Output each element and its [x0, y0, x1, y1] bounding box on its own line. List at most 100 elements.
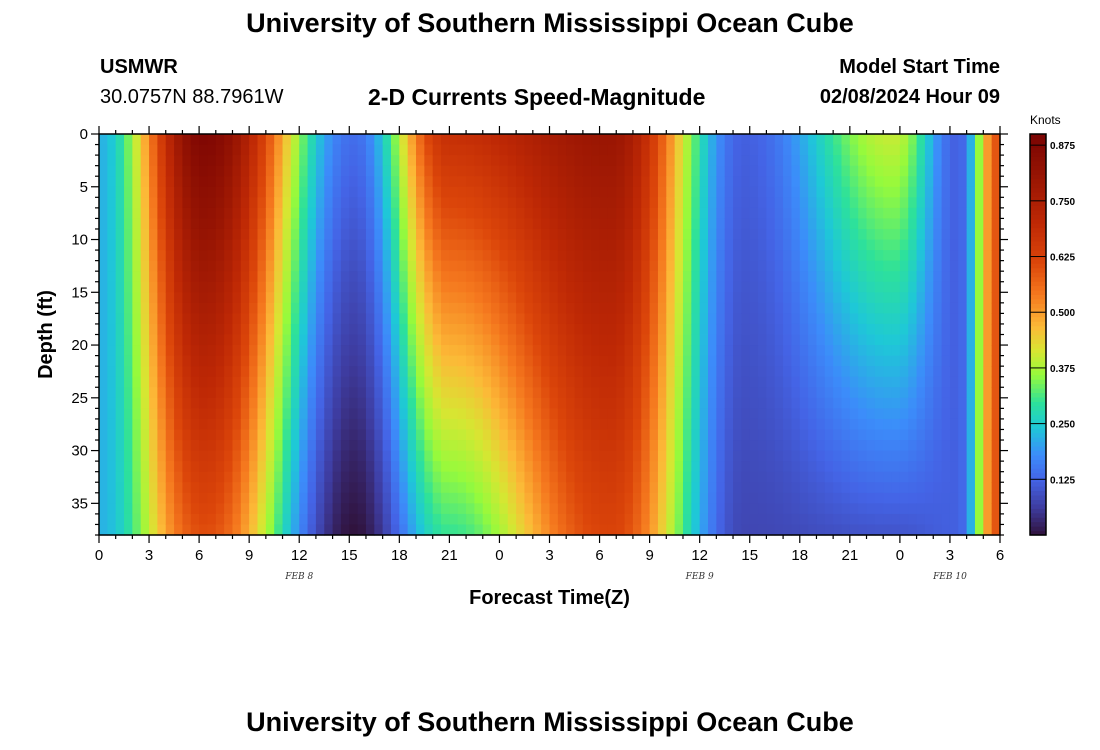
- heatmap-cell: [574, 503, 584, 515]
- heatmap-cell: [733, 471, 742, 483]
- heatmap-cell: [666, 387, 676, 399]
- heatmap-cell: [324, 376, 334, 388]
- heatmap-cell: [307, 260, 317, 272]
- heatmap-cell: [949, 292, 959, 304]
- heatmap-cell: [607, 155, 617, 167]
- heatmap-cell: [115, 292, 125, 304]
- heatmap-cell: [991, 397, 1001, 409]
- x-tick-label: 9: [645, 547, 653, 564]
- heatmap-cell: [908, 218, 918, 230]
- heatmap-cell: [958, 334, 968, 346]
- y-tick-label: 5: [80, 179, 88, 196]
- heatmap-cell: [966, 376, 976, 388]
- heatmap-cell: [849, 292, 859, 304]
- heatmap-cell: [524, 207, 534, 220]
- heatmap-cell: [174, 503, 184, 515]
- heatmap-cell: [240, 366, 250, 378]
- heatmap-cell: [282, 239, 292, 251]
- heatmap-cell: [966, 440, 976, 452]
- heatmap-cell: [249, 450, 259, 462]
- heatmap-cell: [474, 323, 484, 336]
- heatmap-cell: [315, 155, 325, 167]
- heatmap-cell: [674, 260, 684, 272]
- heatmap-cell: [432, 218, 442, 230]
- heatmap-cell: [374, 228, 384, 241]
- heatmap-cell: [174, 313, 184, 325]
- heatmap-cell: [424, 323, 434, 336]
- heatmap-cell: [808, 313, 818, 325]
- heatmap-cell: [582, 524, 592, 536]
- heatmap-cell: [891, 397, 901, 409]
- heatmap-cell: [841, 461, 851, 473]
- heatmap-cell: [532, 387, 542, 399]
- heatmap-cell: [340, 355, 350, 367]
- heatmap-cell: [499, 450, 509, 462]
- heatmap-cell: [290, 524, 300, 536]
- heatmap-cell: [849, 345, 859, 357]
- heatmap-cell: [749, 323, 759, 336]
- heatmap-cell: [582, 207, 592, 220]
- heatmap-cell: [482, 292, 492, 304]
- heatmap-cell: [365, 292, 375, 304]
- heatmap-cell: [307, 250, 317, 262]
- heatmap-cell: [924, 281, 934, 293]
- heatmap-cell: [766, 302, 776, 314]
- heatmap-cell: [924, 207, 934, 220]
- heatmap-cell: [816, 440, 826, 452]
- heatmap-cell: [841, 281, 851, 293]
- heatmap-cell: [783, 271, 793, 283]
- heatmap-cell: [549, 260, 559, 272]
- heatmap-cell: [215, 471, 225, 483]
- heatmap-cell: [232, 408, 242, 420]
- heatmap-cell: [774, 260, 784, 272]
- heatmap-cell: [124, 323, 133, 336]
- heatmap-cell: [724, 376, 734, 388]
- heatmap-cell: [808, 271, 818, 283]
- heatmap-cell: [783, 260, 793, 272]
- heatmap-cell: [516, 323, 526, 336]
- heatmap-cell: [165, 387, 175, 399]
- heatmap-cell: [524, 513, 534, 526]
- heatmap-cell: [457, 165, 467, 177]
- heatmap-cell: [315, 355, 325, 367]
- heatmap-cell: [607, 355, 617, 367]
- heatmap-cell: [507, 228, 517, 241]
- heatmap-cell: [899, 461, 909, 473]
- heatmap-cell: [674, 503, 684, 515]
- heatmap-cell: [165, 461, 175, 473]
- heatmap-cell: [382, 292, 392, 304]
- heatmap-cell: [924, 313, 934, 325]
- heatmap-cell: [307, 323, 317, 336]
- heatmap-cell: [432, 408, 442, 420]
- heatmap-cell: [557, 492, 567, 504]
- heatmap-cell: [541, 355, 551, 367]
- heatmap-cell: [616, 513, 626, 526]
- heatmap-cell: [724, 155, 734, 167]
- heatmap-cell: [883, 461, 893, 473]
- heatmap-cell: [908, 228, 918, 241]
- heatmap-cell: [107, 207, 117, 220]
- heatmap-cell: [491, 260, 501, 272]
- heatmap-cell: [257, 155, 267, 167]
- heatmap-cell: [215, 366, 225, 378]
- heatmap-cell: [758, 355, 767, 367]
- heatmap-cell: [933, 197, 943, 209]
- heatmap-cell: [457, 471, 467, 483]
- heatmap-cell: [849, 376, 859, 388]
- heatmap-cell: [733, 155, 742, 167]
- heatmap-cell: [691, 503, 701, 515]
- heatmap-cell: [708, 323, 717, 336]
- heatmap-cell: [524, 450, 534, 462]
- heatmap-cell: [682, 334, 692, 346]
- heatmap-cell: [132, 323, 142, 336]
- heatmap-cell: [799, 292, 809, 304]
- heatmap-cell: [324, 334, 334, 346]
- heatmap-cell: [365, 376, 375, 388]
- heatmap-cell: [858, 450, 868, 462]
- heatmap-cell: [991, 376, 1001, 388]
- heatmap-cell: [199, 281, 209, 293]
- footer-title: University of Southern Mississippi Ocean…: [246, 707, 854, 737]
- heatmap-cell: [616, 176, 626, 188]
- heatmap-cell: [149, 429, 158, 441]
- heatmap-cell: [507, 387, 517, 399]
